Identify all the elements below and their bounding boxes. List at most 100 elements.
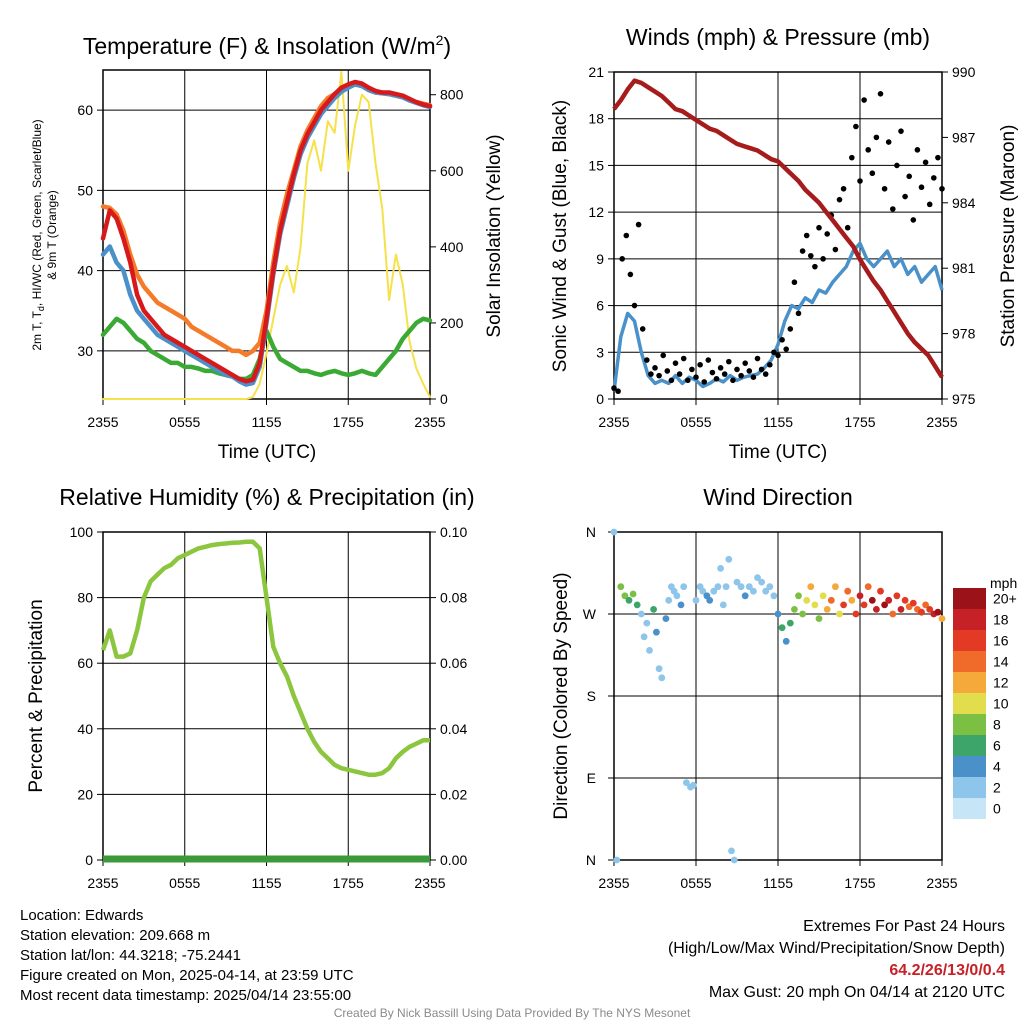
direction-point <box>633 601 641 609</box>
direction-point <box>621 592 629 600</box>
gust-point <box>726 358 732 365</box>
direction-point <box>737 583 745 591</box>
y2-tick-label: 990 <box>952 64 976 80</box>
gust-point <box>820 256 826 262</box>
direction-point <box>610 528 618 536</box>
insolation-ylabel: Solar Insolation (Yellow) <box>484 134 505 337</box>
x-tick-label: 2355 <box>414 414 445 430</box>
gust-point <box>639 326 646 332</box>
x-tick-label: 1155 <box>763 875 793 891</box>
station-elevation: Station elevation: 209.668 m <box>20 927 211 944</box>
gust-point <box>799 248 806 254</box>
y-tick-label: 20 <box>77 786 93 802</box>
gust-point <box>676 371 683 377</box>
gust-point <box>771 349 777 356</box>
direction-point <box>728 847 735 855</box>
x-tick-label: 0555 <box>680 414 711 430</box>
colorbar-label: 20+ <box>993 591 1017 607</box>
colorbar-label: 10 <box>993 696 1009 712</box>
gust-point <box>783 346 789 352</box>
gust-point <box>750 374 757 381</box>
direction-point <box>922 601 929 609</box>
y-tick-label: 9 <box>596 251 604 267</box>
direction-point <box>918 608 925 616</box>
temperature-ylabel-line1: 2m T, Td, HI/WC (Red, Green, Scarlet/Blu… <box>30 119 46 350</box>
figure-created: Figure created on Mon, 2025-04-14, at 23… <box>20 967 354 984</box>
gust-point <box>865 147 871 153</box>
direction-point <box>782 637 790 645</box>
direction-point <box>741 592 749 600</box>
direction-point <box>714 583 722 591</box>
gust-point <box>660 352 666 359</box>
colorbar-swatch <box>953 672 986 693</box>
x-tick-label: 0555 <box>680 875 711 891</box>
direction-point <box>860 601 868 609</box>
gust-point <box>693 374 699 381</box>
x-tick-label: 1755 <box>844 875 875 891</box>
direction-point <box>934 608 942 616</box>
extremes-title: Extremes For Past 24 Hours <box>803 918 1005 935</box>
gust-point <box>898 128 904 134</box>
extremes-subtitle: (High/Low/Max Wind/Precipitation/Snow De… <box>667 940 1005 957</box>
max-gust: Max Gust: 20 mph On 04/14 at 2120 UTC <box>708 984 1005 1001</box>
direction-point <box>617 583 625 591</box>
y-tick-label: S <box>587 688 596 704</box>
y-tick-label: 18 <box>588 111 604 127</box>
series-line-rh <box>100 539 430 777</box>
extremes-values: 64.2/26/13/0/0.4 <box>889 962 1005 979</box>
gust-point <box>656 372 662 379</box>
gust-point <box>840 185 847 192</box>
colorbar-swatch <box>953 798 986 819</box>
direction-point <box>689 781 697 789</box>
direction-point <box>766 583 774 591</box>
pressure-ylabel: Station Pressure (Maroon) <box>998 125 1019 348</box>
gust-point <box>832 246 839 253</box>
gust-point <box>926 201 933 208</box>
x-tick-label: 1755 <box>333 414 364 430</box>
wind-direction-ylabel: Direction (Colored By Speed) <box>551 572 572 819</box>
x-tick-label: 2355 <box>598 875 629 891</box>
direction-point <box>613 856 621 864</box>
gust-point <box>890 206 896 212</box>
temperature-xlabel: Time (UTC) <box>218 442 317 463</box>
temperature-panel: Temperature (F) & Insolation (W/m2) Time… <box>30 32 505 463</box>
gust-point <box>857 178 863 184</box>
x-tick-label: 0555 <box>169 414 200 430</box>
colorbar-label: 6 <box>993 738 1001 754</box>
direction-point <box>640 633 648 641</box>
gust-point <box>709 369 716 376</box>
x-tick-label: 2355 <box>926 414 957 430</box>
gust-point <box>680 355 687 362</box>
direction-point <box>722 583 730 591</box>
gust-point <box>685 377 691 384</box>
direction-point <box>650 606 657 613</box>
y-tick-label: 60 <box>77 102 93 118</box>
y-tick-label: 21 <box>588 64 604 80</box>
gust-point <box>668 377 675 384</box>
y2-tick-label: 400 <box>440 239 464 255</box>
x-tick-label: 2355 <box>87 875 118 891</box>
y-tick-label: 0 <box>596 391 604 407</box>
station-location: Location: Edwards <box>20 907 144 924</box>
direction-point <box>897 606 905 613</box>
y-tick-label: 15 <box>588 157 604 173</box>
y-tick-label: 30 <box>77 343 93 359</box>
direction-point <box>673 592 681 600</box>
gust-point <box>635 221 642 228</box>
y2-tick-label: 0.00 <box>440 852 467 868</box>
gust-point <box>812 263 818 270</box>
y-tick-label: 100 <box>70 524 94 540</box>
direction-point <box>823 606 831 613</box>
y2-tick-label: 984 <box>952 195 976 211</box>
gust-point <box>652 365 658 371</box>
direction-point <box>926 606 934 613</box>
x-tick-label: 0555 <box>169 875 200 891</box>
gust-point <box>619 256 625 262</box>
y2-tick-label: 0.04 <box>440 721 467 737</box>
colorbar-label: 8 <box>993 717 1001 733</box>
x-tick-label: 1155 <box>763 414 793 430</box>
direction-point <box>873 606 880 613</box>
direction-point <box>625 596 633 604</box>
winds-panel: Winds (mph) & Pressure (mb) Time (UTC) S… <box>550 24 1019 463</box>
gust-point <box>844 224 851 231</box>
